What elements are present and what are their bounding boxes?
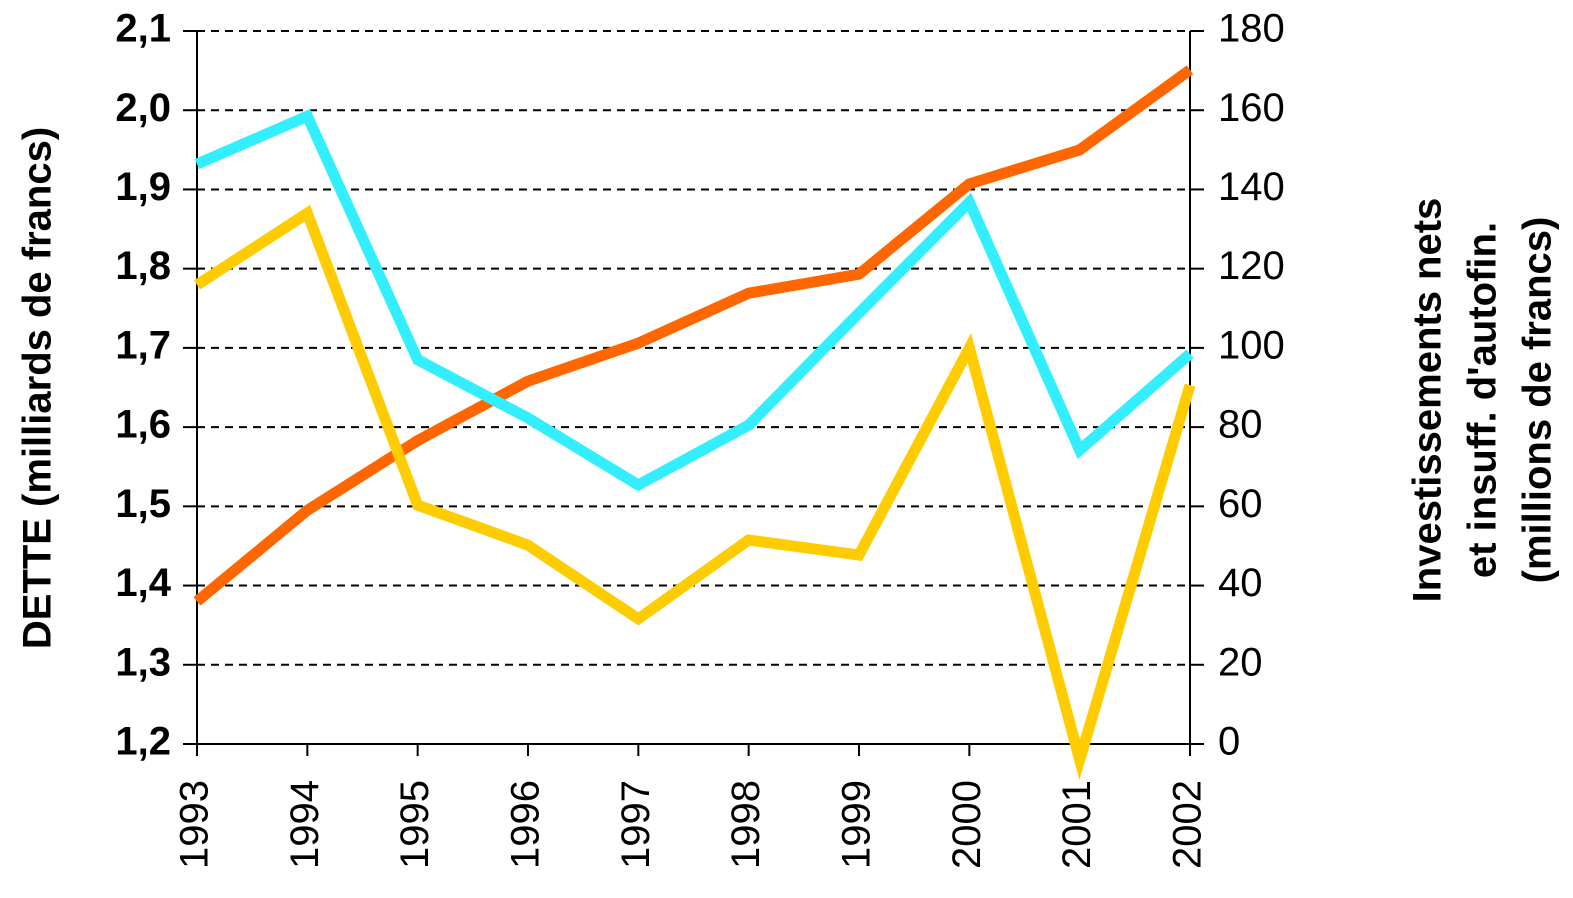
y2-axis-title: (millions de francs) bbox=[1516, 217, 1560, 584]
x-tick-label: 2000 bbox=[945, 780, 989, 869]
y-tick-label: 1,7 bbox=[115, 323, 171, 367]
y-axis-title: DETTE (milliards de francs) bbox=[16, 127, 60, 649]
y2-tick-label: 0 bbox=[1218, 720, 1240, 764]
y2-tick-label: 80 bbox=[1218, 403, 1263, 447]
x-tick-label: 1998 bbox=[724, 780, 768, 869]
y2-axis-title: et insuff. d'autofin. bbox=[1461, 222, 1505, 578]
y2-tick-label: 120 bbox=[1218, 244, 1285, 288]
x-tick-label: 1999 bbox=[835, 780, 879, 869]
y-tick-label: 1,3 bbox=[115, 640, 171, 684]
x-tick-label: 1995 bbox=[393, 780, 437, 869]
y-tick-label: 2,1 bbox=[115, 7, 171, 51]
series-line bbox=[193, 65, 1194, 606]
y-tick-label: 1,9 bbox=[115, 165, 171, 209]
y-tick-label: 1,4 bbox=[115, 561, 171, 605]
y2-tick-label: 60 bbox=[1218, 482, 1263, 526]
x-tick-label: 1993 bbox=[173, 780, 217, 869]
y2-tick-label: 100 bbox=[1218, 323, 1285, 367]
y2-tick-label: 40 bbox=[1218, 561, 1263, 605]
y2-tick-label: 160 bbox=[1218, 86, 1285, 130]
y-tick-label: 1,5 bbox=[115, 482, 171, 526]
y2-tick-label: 20 bbox=[1218, 640, 1263, 684]
y2-axis-title: Investissements nets bbox=[1406, 198, 1450, 603]
x-tick-label: 2002 bbox=[1166, 780, 1210, 869]
y2-tick-label: 140 bbox=[1218, 165, 1285, 209]
y-tick-label: 2,0 bbox=[115, 86, 171, 130]
y-tick-label: 1,2 bbox=[115, 720, 171, 764]
y2-tick-label: 180 bbox=[1218, 7, 1285, 51]
series-line bbox=[194, 108, 1194, 492]
x-tick-label: 1994 bbox=[283, 780, 327, 869]
x-tick-label: 1997 bbox=[614, 780, 658, 869]
x-tick-label: 2001 bbox=[1055, 780, 1099, 869]
y-tick-label: 1,6 bbox=[115, 403, 171, 447]
y-tick-label: 1,8 bbox=[115, 244, 171, 288]
series-line bbox=[194, 204, 1196, 781]
x-tick-label: 1996 bbox=[504, 780, 548, 869]
